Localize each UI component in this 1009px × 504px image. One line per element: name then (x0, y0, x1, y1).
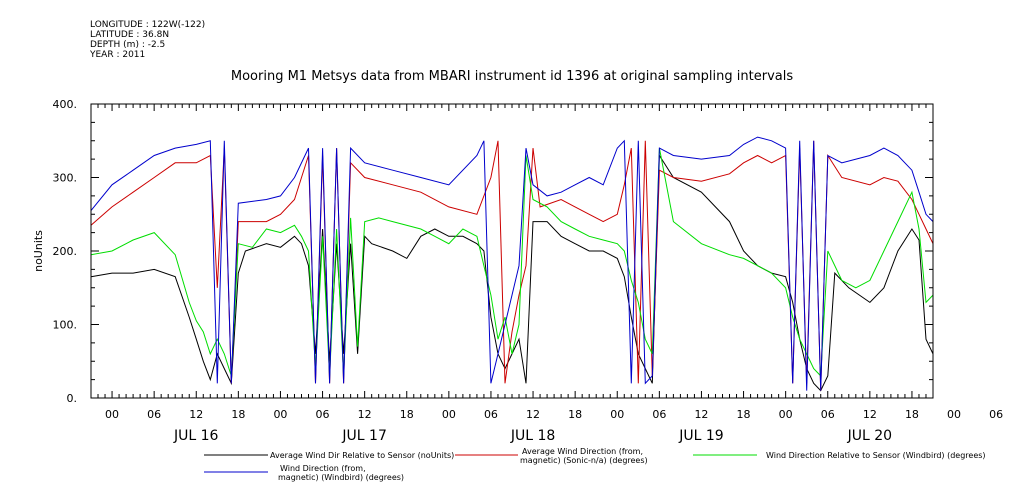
x-tick-label: 12 (863, 408, 877, 421)
x-day-label: JUL 18 (510, 428, 555, 444)
y-tick-label: 100. (53, 319, 78, 332)
x-tick-label: 06 (484, 408, 498, 421)
x-tick-label: 06 (147, 408, 161, 421)
legend-label-4: Wind Direction (from, magnetic) (Windbird… (278, 464, 404, 482)
legend: Average Wind Dir Relative to Sensor (noU… (204, 447, 986, 482)
x-tick-label: 18 (737, 408, 751, 421)
series-line-4 (90, 136, 934, 391)
legend-label-3: Wind Direction Relative to Sensor (Windb… (766, 451, 986, 460)
y-axis-ticks: 0. 100. 200. 300. 400. (53, 98, 933, 405)
x-tick-label: 06 (316, 408, 330, 421)
x-tick-label: 18 (231, 408, 245, 421)
x-tick-label: 12 (189, 408, 203, 421)
x-tick-label: 00 (610, 408, 624, 421)
x-tick-label: 00 (779, 408, 793, 421)
x-tick-label: 12 (694, 408, 708, 421)
longitude-text: LONGITUDE : 122W(-122) (90, 20, 206, 30)
latitude-text: LATITUDE : 36.8N (90, 30, 170, 40)
x-day-label: JUL 17 (341, 428, 386, 444)
x-tick-label: 18 (568, 408, 582, 421)
y-tick-label: 200. (53, 245, 78, 258)
year-text: YEAR : 2011 (90, 50, 146, 60)
x-day-label: JUL 20 (847, 428, 892, 444)
series-line-1 (90, 153, 934, 392)
x-tick-label: 18 (905, 408, 919, 421)
x-day-label: JUL 16 (173, 428, 219, 444)
chart-title: Mooring M1 Metsys data from MBARI instru… (231, 69, 793, 84)
depth-text: DEPTH (m) : -2.5 (90, 40, 166, 50)
metadata-block: LONGITUDE : 122W(-122) LATITUDE : 36.8N … (90, 20, 205, 60)
x-tick-label: 06 (821, 408, 835, 421)
x-tick-label: 12 (358, 408, 372, 421)
plot-frame (90, 103, 934, 399)
x-tick-label: 00 (273, 408, 287, 421)
series-line-3 (90, 148, 934, 378)
x-tick-label: 18 (400, 408, 414, 421)
x-tick-label: 00 (105, 408, 119, 421)
x-axis-ticks: 00 06 12 18 00 06 12 18 00 06 12 18 00 06 12 18 00 06 12 18… (90, 104, 1003, 444)
x-tick-label: 06 (652, 408, 666, 421)
x-tick-label: 12 (526, 408, 540, 421)
x-tick-label: 00 (947, 408, 961, 421)
series-lines (90, 136, 934, 392)
y-axis-label: noUnits (32, 230, 45, 272)
y-tick-label: 300. (53, 172, 78, 185)
x-tick-label: 00 (442, 408, 456, 421)
x-tick-label: 06 (989, 408, 1003, 421)
legend-label-2: Average Wind Direction (from, magnetic) (… (520, 447, 648, 465)
y-tick-label: 0. (67, 392, 78, 405)
legend-label-1: Average Wind Dir Relative to Sensor (noU… (270, 451, 454, 460)
y-tick-label: 400. (53, 98, 78, 111)
x-day-label: JUL 19 (678, 428, 723, 444)
